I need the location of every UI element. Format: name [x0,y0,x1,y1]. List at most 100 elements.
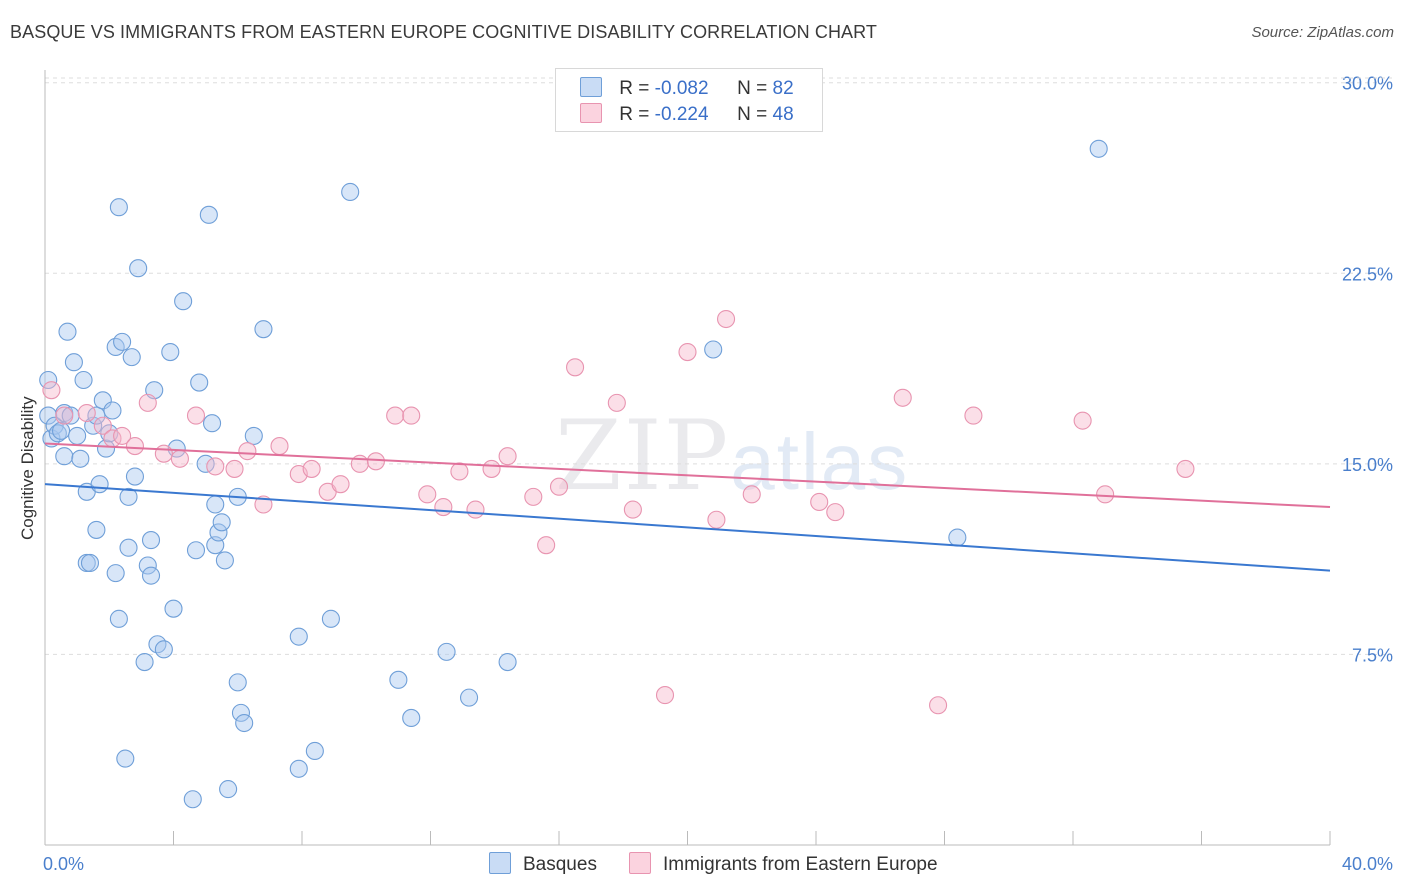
point-basques [103,401,122,420]
x-tick-label: 0.0% [43,854,84,874]
point-immigrants [254,495,273,514]
point-basques [704,340,723,359]
point-immigrants [549,477,569,496]
point-basques [119,487,138,506]
point-basques [190,373,209,392]
point-basques [1089,139,1108,158]
point-basques [48,424,67,443]
x-tick-label: 40.0% [1342,854,1393,874]
point-immigrants [402,406,421,425]
legend-n-label: N = [737,104,768,125]
point-basques [459,688,479,707]
point-basques [87,520,106,539]
point-immigrants [810,492,829,512]
point-basques [235,713,254,733]
point-basques [244,426,263,445]
point-basques [109,609,128,628]
point-basques [219,780,238,799]
point-immigrants [655,686,675,705]
point-immigrants [716,309,736,329]
point-immigrants [623,500,642,519]
point-basques [199,205,218,224]
point-basques [174,292,193,311]
point-immigrants [42,381,61,400]
point-basques [119,538,138,557]
point-basques [437,642,456,661]
point-immigrants [826,503,845,522]
legend-row-basques: R = -0.082 N = 82 [580,77,794,99]
point-immigrants [482,459,501,478]
point-basques [289,759,308,778]
bottom-legend-label-immigrants: Immigrants from Eastern Europe [663,854,938,875]
point-basques [141,566,161,585]
point-immigrants [742,485,761,504]
point-immigrants [537,536,556,555]
watermark-zip: ZIP [555,400,731,512]
bottom-legend-immigrants: Immigrants from Eastern Europe [629,852,938,876]
point-basques [389,670,408,689]
point-basques [106,564,125,583]
point-immigrants [77,403,96,423]
point-immigrants [55,406,74,425]
point-immigrants [366,452,385,471]
point-basques [215,551,234,570]
point-basques [116,749,135,768]
point-immigrants [929,696,948,715]
point-basques [183,790,202,809]
point-immigrants [434,497,453,517]
point-basques [55,447,74,466]
point-immigrants [498,447,517,466]
point-basques [186,541,206,560]
source-label: Source: ZipAtlas.com [1251,24,1394,41]
stats-legend: R = -0.082 N = 82 R = -0.224 N = 48 [555,68,823,132]
point-immigrants [170,449,189,468]
watermark: ZIPatlas [555,400,909,512]
point-immigrants [607,393,626,412]
point-immigrants [1073,411,1092,430]
point-immigrants [270,437,289,456]
point-basques [305,741,324,761]
legend-r-value: -0.082 [654,78,709,99]
point-immigrants [386,406,405,425]
point-immigrants [678,342,697,362]
trendline-immigrants [44,442,1331,509]
point-basques [209,523,228,542]
point-basques [74,370,93,390]
point-basques [68,426,87,445]
legend-r-label: R = [619,78,650,99]
point-immigrants [302,459,321,478]
point-basques [129,259,148,278]
point-immigrants [418,485,437,504]
legend-n-value: 48 [772,104,794,125]
point-immigrants [113,426,132,445]
point-immigrants [1176,459,1195,478]
point-basques [71,449,90,468]
point-basques [203,414,222,433]
point-basques [228,673,247,692]
point-immigrants [1096,485,1115,504]
point-basques [254,320,273,339]
y-axis-label: Cognitive Disability [18,396,37,540]
point-basques [64,353,83,372]
legend-r-value: -0.224 [654,104,709,125]
point-basques [141,531,161,550]
point-immigrants [206,457,225,476]
point-basques [402,708,421,728]
trendline-basques [44,483,1331,572]
point-immigrants [154,444,173,463]
point-basques [206,495,225,514]
point-basques [154,640,173,659]
point-basques [231,703,251,722]
point-immigrants [707,510,726,529]
point-immigrants [93,416,112,435]
bottom-legend-label-basques: Basques [523,854,597,875]
point-basques [135,652,154,672]
legend-r-label: R = [619,104,650,125]
point-basques [289,627,308,646]
point-basques [122,348,141,367]
bottom-legend-basques: Basques [489,852,597,876]
bottom-legend-swatch-basques [489,852,511,874]
chart-title: BASQUE VS IMMIGRANTS FROM EASTERN EUROPE… [10,22,878,42]
point-basques [109,198,128,217]
